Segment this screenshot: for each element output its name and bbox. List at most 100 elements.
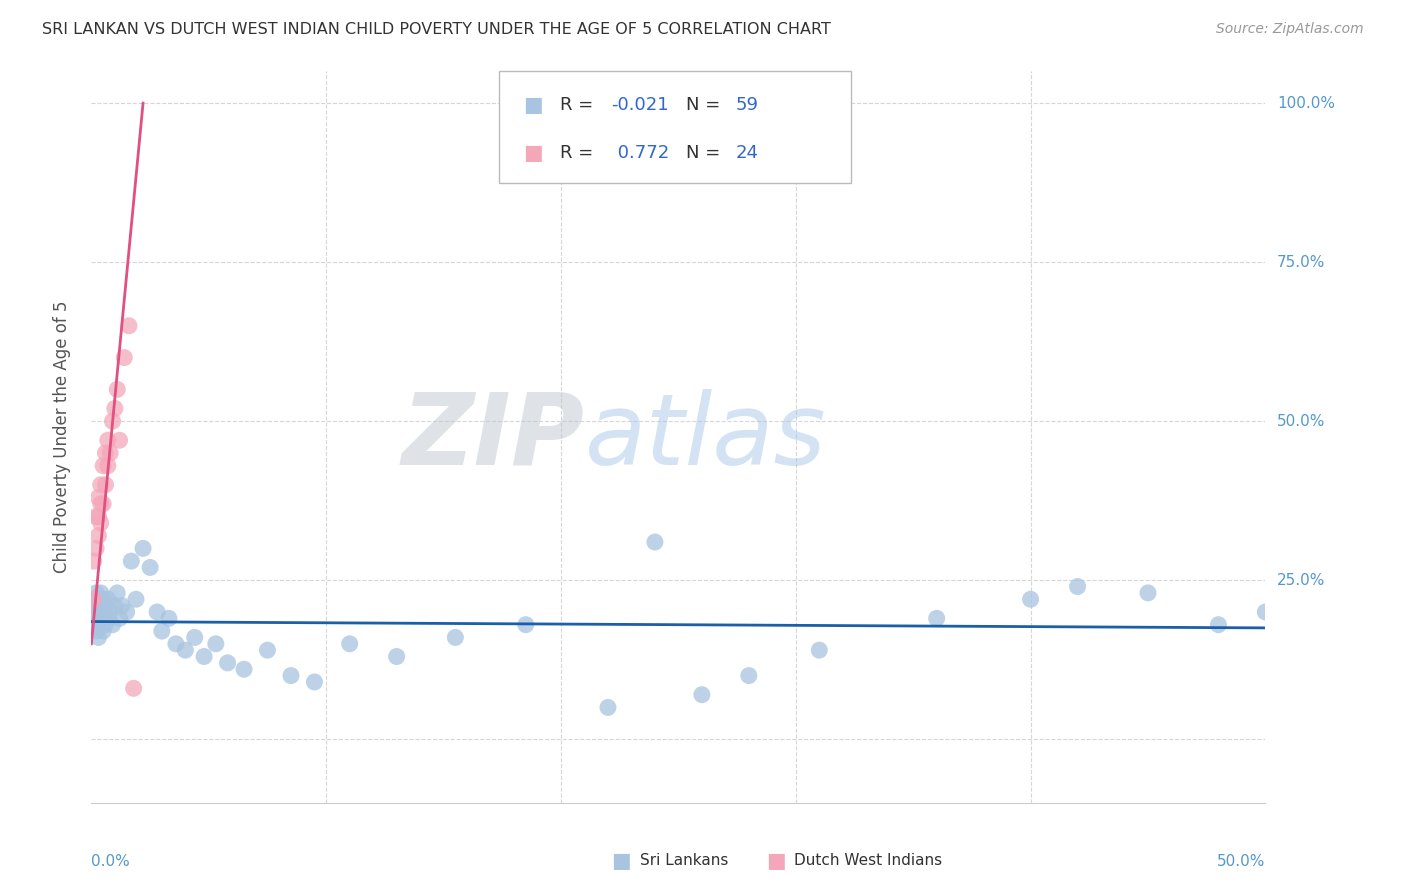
Point	[84, 509, 107, 524]
Point	[1066, 580, 1088, 594]
Point	[280, 668, 302, 682]
Point	[90, 477, 112, 491]
Point	[83, 592, 105, 607]
Point	[91, 624, 114, 638]
Point	[94, 599, 117, 613]
Point	[925, 611, 948, 625]
Text: 100.0%: 100.0%	[1277, 95, 1336, 111]
Point	[90, 599, 112, 613]
Text: ■: ■	[766, 851, 786, 871]
Y-axis label: Child Poverty Under the Age of 5: Child Poverty Under the Age of 5	[52, 301, 70, 574]
Point	[444, 631, 467, 645]
Text: R =: R =	[560, 144, 599, 161]
Text: 24: 24	[735, 144, 758, 161]
Text: Sri Lankans: Sri Lankans	[640, 854, 728, 868]
Text: 50.0%: 50.0%	[1277, 414, 1326, 429]
Point	[104, 401, 127, 416]
Point	[233, 662, 256, 676]
Point	[385, 649, 408, 664]
Point	[84, 624, 107, 638]
Point	[91, 497, 114, 511]
Point	[174, 643, 197, 657]
Point	[87, 592, 110, 607]
Point	[97, 592, 120, 607]
Point	[304, 675, 326, 690]
Point	[122, 681, 145, 696]
Point	[94, 446, 117, 460]
Text: Source: ZipAtlas.com: Source: ZipAtlas.com	[1216, 22, 1364, 37]
Text: -0.021: -0.021	[612, 95, 669, 113]
Point	[101, 414, 124, 428]
Point	[87, 509, 110, 524]
Point	[690, 688, 713, 702]
Point	[105, 586, 128, 600]
Text: SRI LANKAN VS DUTCH WEST INDIAN CHILD POVERTY UNDER THE AGE OF 5 CORRELATION CHA: SRI LANKAN VS DUTCH WEST INDIAN CHILD PO…	[42, 22, 831, 37]
Point	[105, 383, 128, 397]
Point	[112, 351, 135, 365]
Point	[1019, 592, 1042, 607]
Text: ZIP: ZIP	[402, 389, 585, 485]
Text: 0.0%: 0.0%	[91, 854, 131, 869]
Point	[94, 477, 117, 491]
Point	[83, 617, 105, 632]
Text: ■: ■	[523, 143, 543, 162]
Point	[91, 605, 114, 619]
Point	[205, 637, 228, 651]
Point	[108, 434, 131, 448]
Point	[83, 592, 105, 607]
Point	[90, 516, 112, 530]
Text: atlas: atlas	[585, 389, 827, 485]
Point	[87, 491, 110, 505]
Point	[91, 458, 114, 473]
Text: 59: 59	[735, 95, 758, 113]
Point	[118, 318, 141, 333]
Point	[97, 611, 120, 625]
Point	[132, 541, 155, 556]
Point	[644, 535, 666, 549]
Point	[90, 611, 112, 625]
Point	[97, 434, 120, 448]
Point	[94, 617, 117, 632]
Point	[165, 637, 187, 651]
Point	[87, 605, 110, 619]
Point	[108, 611, 131, 625]
Point	[84, 586, 107, 600]
Point	[146, 605, 169, 619]
Text: 25.0%: 25.0%	[1277, 573, 1326, 588]
Text: ■: ■	[523, 95, 543, 114]
Point	[1254, 605, 1277, 619]
Text: R =: R =	[560, 95, 599, 113]
Text: 75.0%: 75.0%	[1277, 255, 1326, 269]
Point	[97, 458, 120, 473]
Point	[90, 497, 112, 511]
Point	[157, 611, 180, 625]
Text: N =: N =	[686, 95, 725, 113]
Point	[738, 668, 761, 682]
Point	[139, 560, 162, 574]
Point	[115, 605, 138, 619]
Point	[125, 592, 148, 607]
Point	[87, 529, 110, 543]
Text: Dutch West Indians: Dutch West Indians	[794, 854, 942, 868]
Point	[808, 643, 831, 657]
Point	[111, 599, 134, 613]
Point	[90, 586, 112, 600]
Point	[120, 554, 142, 568]
Text: 0.772: 0.772	[612, 144, 669, 161]
Point	[83, 605, 105, 619]
Point	[150, 624, 173, 638]
Point	[183, 631, 205, 645]
Point	[217, 656, 239, 670]
Point	[193, 649, 215, 664]
Point	[101, 617, 124, 632]
Point	[256, 643, 278, 657]
Point	[1136, 586, 1159, 600]
Point	[84, 541, 107, 556]
Point	[91, 592, 114, 607]
Text: 50.0%: 50.0%	[1218, 854, 1265, 869]
Point	[339, 637, 361, 651]
Point	[104, 599, 127, 613]
Point	[596, 700, 619, 714]
Point	[98, 605, 121, 619]
Text: N =: N =	[686, 144, 725, 161]
